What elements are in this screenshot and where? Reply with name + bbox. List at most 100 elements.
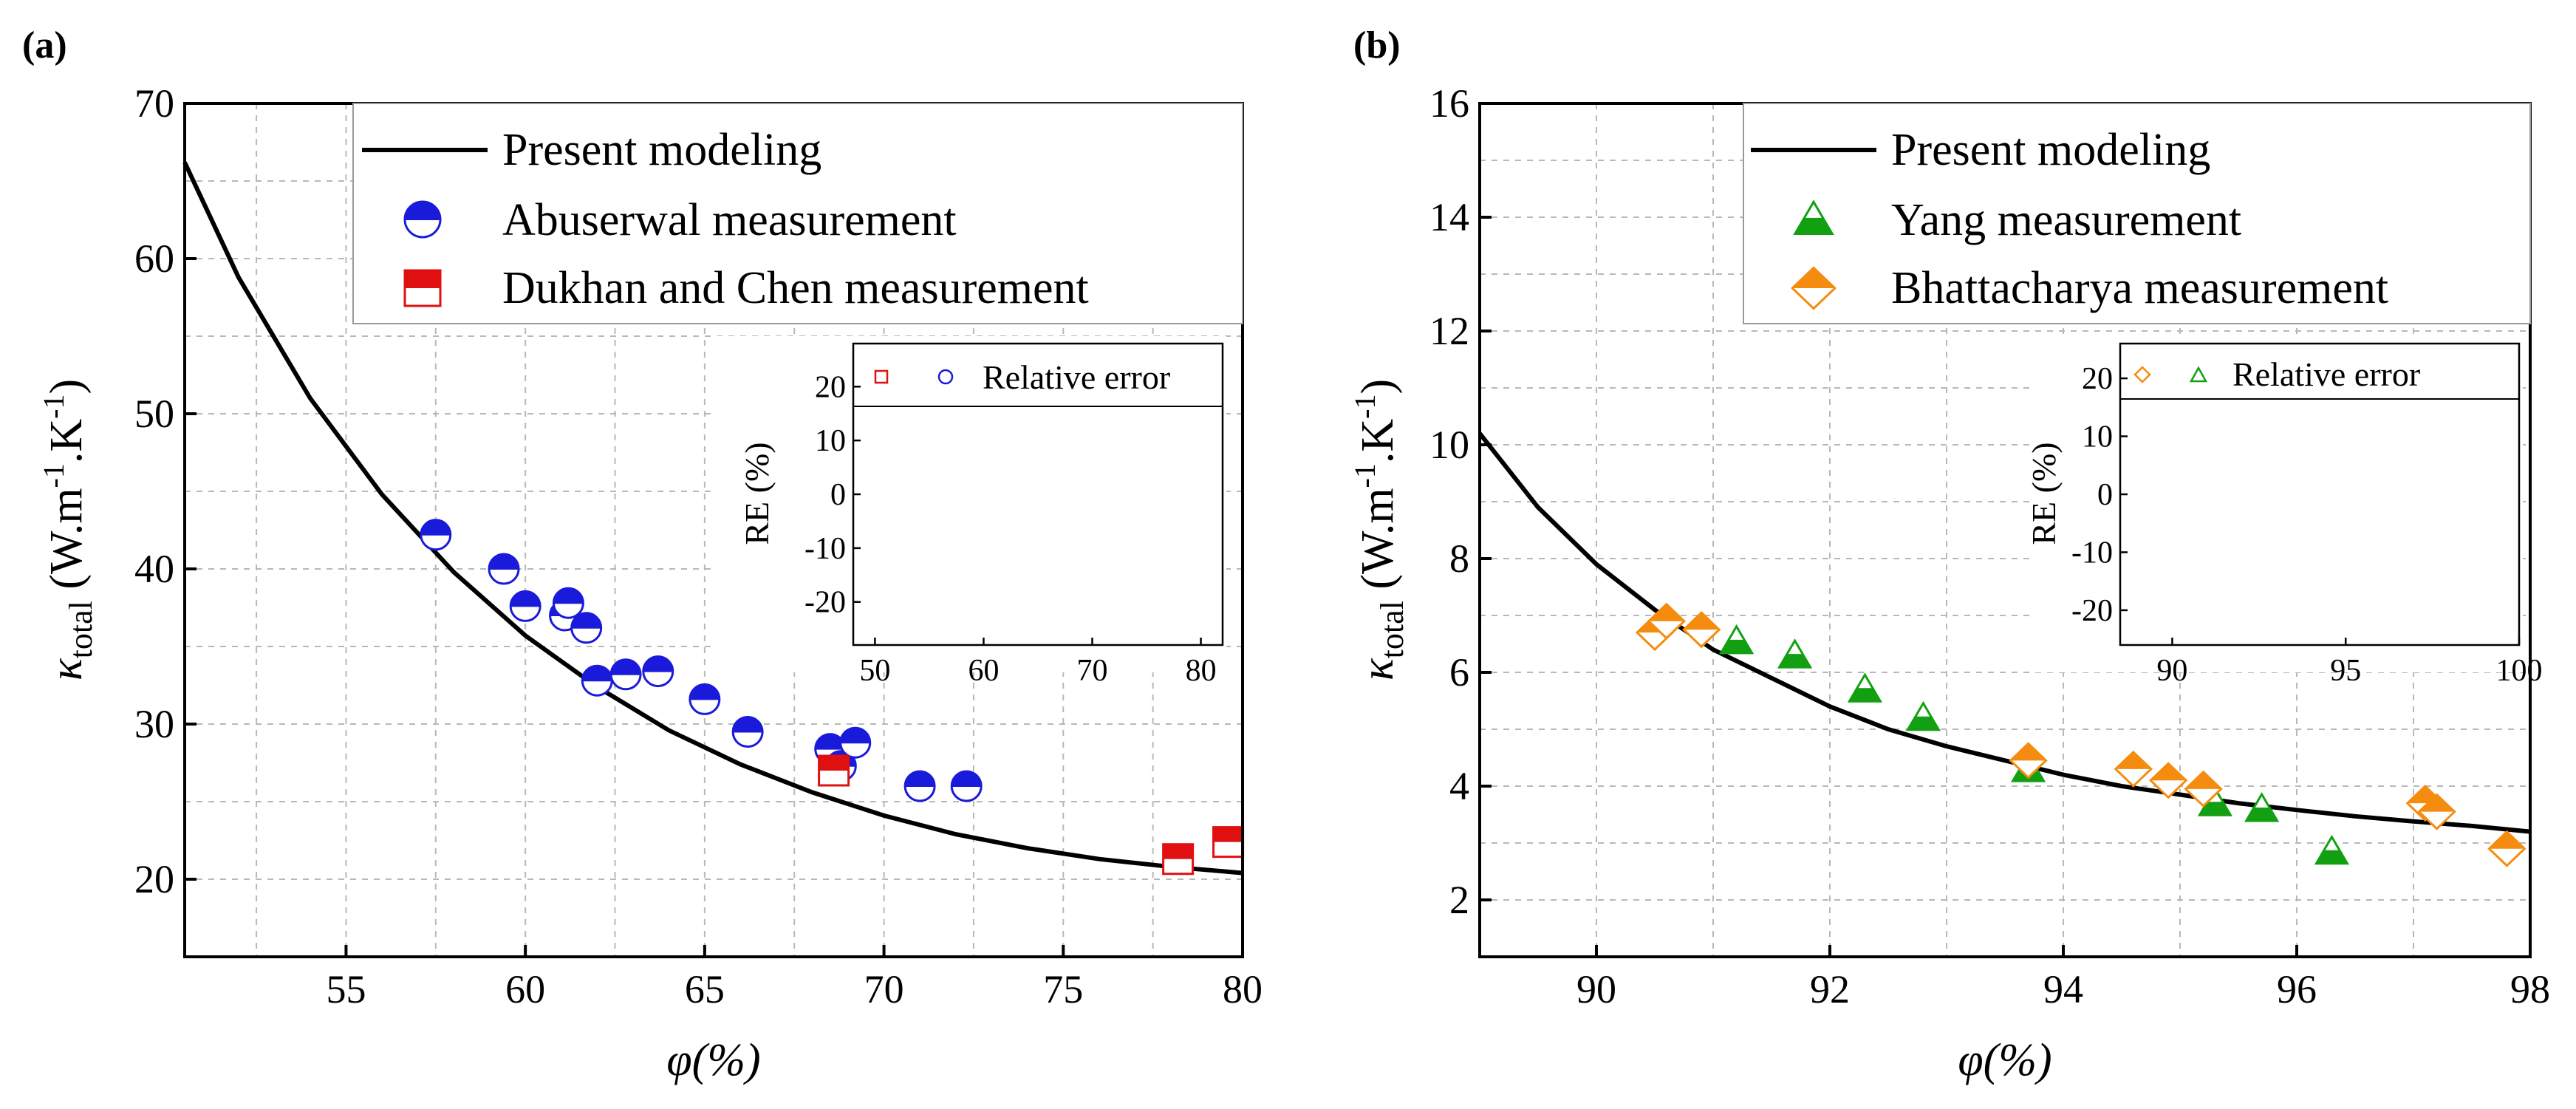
inset-y-tick-label: -20 <box>804 586 846 620</box>
panel-a: (a) 55 60 65 70 75 80 20 30 40 50 60 70 φ(%) κtota… <box>22 24 1263 1085</box>
data-point <box>689 683 721 715</box>
panel-a-inset-title: Relative error <box>983 358 1170 396</box>
inset-y-tick-label: 10 <box>815 424 846 458</box>
model-curve-line <box>1477 431 2531 834</box>
inset-x-tick-label: 95 <box>2330 654 2361 688</box>
data-point <box>2417 793 2456 830</box>
panel-a-legend-box <box>352 103 1243 324</box>
data-point <box>552 587 584 619</box>
data-point <box>1905 700 1941 731</box>
panel-b-legend: Present modeling Yang measurement Bhatta… <box>1743 103 2531 324</box>
panel-b-inset-legend-diamond-marker <box>2133 366 2151 383</box>
data-point <box>642 655 674 688</box>
inset-y-tick-label: 20 <box>815 370 846 404</box>
panel-b-inset-y-axis-title: RE (%) <box>2025 442 2063 545</box>
x-tick-label: 65 <box>685 967 725 1011</box>
data-point <box>1212 826 1245 859</box>
inset-y-tick-label: 20 <box>2082 362 2113 396</box>
data-point <box>420 519 452 551</box>
x-tick-label: 98 <box>2510 967 2550 1011</box>
inset-x-tick-label: 90 <box>2156 654 2187 688</box>
panel-a-inset-y-axis-title: RE (%) <box>738 442 776 545</box>
data-point <box>2149 762 2188 799</box>
panel-b-legend-bhattacharya-marker <box>1791 266 1837 310</box>
panel-b-y-ticks: 2 4 6 8 10 12 14 16 <box>1429 81 1492 922</box>
panel-b-y-axis-title: κtotal (W.m-1.K-1) <box>1348 379 1410 680</box>
x-tick-label: 55 <box>326 967 366 1011</box>
x-tick-label: 92 <box>1810 967 1850 1011</box>
data-point <box>1682 611 1721 649</box>
panel-a-legend-abuserwal: Abuserwal measurement <box>502 195 957 245</box>
data-point <box>950 770 983 802</box>
panel-a-inset-frame <box>852 342 1224 646</box>
legend-marker <box>403 200 442 239</box>
inset-y-tick-label: -10 <box>2071 536 2113 570</box>
data-point <box>818 754 850 787</box>
panel-b: (b) 90 92 94 96 98 2 4 6 8 10 12 14 16 φ(%) κtotal … <box>1348 24 2550 1085</box>
panel-b-label: (b) <box>1353 24 1401 66</box>
y-tick-label: 14 <box>1429 195 1469 239</box>
x-tick-label: 90 <box>1576 967 1616 1011</box>
y-tick-label: 40 <box>134 547 174 591</box>
x-tick-label: 70 <box>864 967 904 1011</box>
y-tick-label: 20 <box>134 857 174 901</box>
panel-b-inset-y-ticks: -20 -10 0 10 20 <box>2071 362 2128 628</box>
data-point <box>570 612 603 644</box>
panel-a-inset-y-ticks: -20 -10 0 10 20 <box>804 370 861 620</box>
panel-b-legend-bhattacharya: Bhattacharya measurement <box>1891 263 2388 313</box>
inset-y-tick-label: -20 <box>2071 594 2113 628</box>
y-tick-label: 30 <box>134 702 174 746</box>
panel-b-inset-frame <box>2119 342 2521 646</box>
data-point <box>509 590 541 622</box>
panel-a-legend-dukhan: Dukhan and Chen measurement <box>502 263 1089 313</box>
data-point <box>839 726 872 759</box>
y-tick-label: 4 <box>1449 764 1469 808</box>
panel-a-model-curve <box>182 161 1243 876</box>
y-tick-label: 60 <box>134 236 174 281</box>
inset-x-tick-label: 50 <box>859 654 890 688</box>
inset-y-tick-label: -10 <box>804 532 846 566</box>
data-point <box>488 553 520 585</box>
panel-b-x-ticks: 90 92 94 96 98 <box>1576 945 2550 1011</box>
x-tick-label: 80 <box>1223 967 1263 1011</box>
data-point <box>1647 602 1686 640</box>
inset-y-tick-label: 0 <box>830 478 846 512</box>
inset-x-tick-label: 80 <box>1186 654 1217 688</box>
y-tick-label: 16 <box>1429 81 1469 126</box>
panel-a-x-axis-title: φ(%) <box>666 1035 760 1085</box>
y-tick-label: 50 <box>134 392 174 436</box>
panel-a-inset-x-ticks: 50 60 70 80 <box>859 638 1217 688</box>
panel-a-legend-model: Present modeling <box>502 125 821 175</box>
panel-b-legend-yang: Yang measurement <box>1891 195 2241 245</box>
inset-x-tick-label: 100 <box>2496 654 2543 688</box>
panel-b-data-points <box>1635 602 2527 867</box>
panel-a-legend: Present modeling Abuserwal measurement D… <box>352 103 1243 324</box>
y-tick-label: 8 <box>1449 536 1469 581</box>
data-point <box>1777 638 1813 669</box>
data-point <box>2314 834 2350 865</box>
data-point <box>903 770 936 802</box>
data-point <box>1847 672 1883 703</box>
data-point <box>2244 792 2280 822</box>
y-tick-label: 12 <box>1429 309 1469 353</box>
legend-marker <box>1791 266 1837 310</box>
panel-a-legend-abuserwal-marker <box>403 200 442 239</box>
inset-y-tick-label: 0 <box>2097 478 2113 512</box>
panel-a-label: (a) <box>22 24 67 66</box>
panel-a-x-ticks: 55 60 65 70 75 80 <box>326 945 1263 1011</box>
inset-x-tick-label: 70 <box>1077 654 1108 688</box>
panel-a-inset-legend-square-marker <box>874 369 889 384</box>
panel-b-x-axis-title: φ(%) <box>1958 1035 2051 1085</box>
inset-x-tick-label: 60 <box>968 654 999 688</box>
panel-a-y-axis-title: κtotal (W.m-1.K-1) <box>37 379 99 680</box>
panel-b-model-curve <box>1477 431 2531 834</box>
data-point <box>1718 624 1755 655</box>
panel-b-legend-model: Present modeling <box>1891 125 2210 175</box>
x-tick-label: 94 <box>2043 967 2083 1011</box>
panel-b-inset: Relative error 90 95 100 -20 -10 0 10 20 RE (%… <box>2025 336 2543 688</box>
panel-b-inset-title: Relative error <box>2232 355 2420 393</box>
model-curve-line <box>182 161 1243 876</box>
x-tick-label: 75 <box>1043 967 1083 1011</box>
x-tick-label: 96 <box>2277 967 2317 1011</box>
